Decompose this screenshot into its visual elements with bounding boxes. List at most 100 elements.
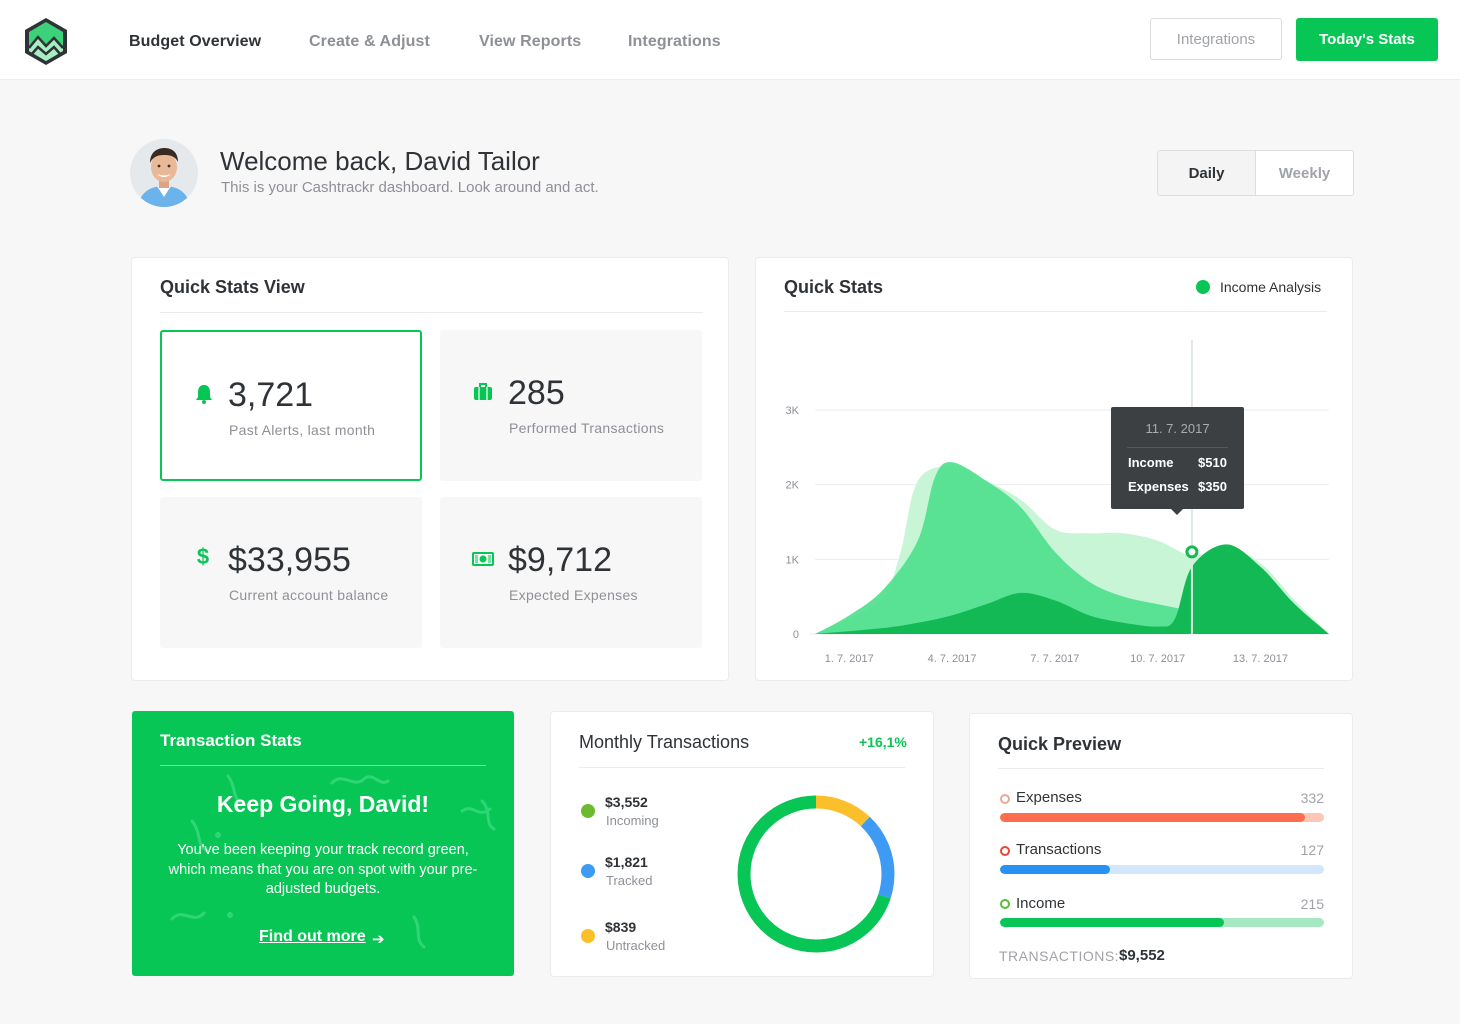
bell-icon <box>196 385 212 404</box>
x-tick-label: 10. 7. 2017 <box>1130 653 1185 665</box>
card-title: Transaction Stats <box>160 731 302 750</box>
area-series-middle[interactable] <box>815 462 1329 634</box>
quick-preview-card: Quick Preview Expenses 332 Transactions … <box>969 713 1353 979</box>
tooltip-income-label: Income <box>1128 455 1174 470</box>
row-value: 127 <box>1300 842 1324 858</box>
stat-tile-alerts[interactable]: 3,721 Past Alerts, last month <box>160 330 422 481</box>
label: Incoming <box>606 813 659 828</box>
app-logo-icon[interactable] <box>22 16 70 66</box>
circle-icon <box>1000 846 1010 856</box>
row-label: Transactions <box>1016 841 1102 858</box>
tooltip-date: 11. 7. 2017 <box>1145 421 1210 436</box>
dollar-icon: $ <box>197 545 209 567</box>
income-area-chart[interactable]: 0 1K 2K 3K 1. 7. 2017 4. 7. 2017 7. 7. 2017 10.… <box>755 320 1353 680</box>
divider <box>784 311 1327 312</box>
label: Tracked <box>606 873 653 888</box>
tooltip-expenses-value: $350 <box>1198 479 1227 494</box>
label: Untracked <box>606 938 666 953</box>
card-title: Quick Preview <box>998 734 1122 754</box>
progress-fill <box>1000 918 1224 927</box>
total-label: TRANSACTIONS: <box>999 948 1120 964</box>
tooltip-pointer <box>1170 508 1184 515</box>
progress-bar <box>1000 918 1324 927</box>
row-value: 332 <box>1300 790 1324 806</box>
legend-dot <box>1196 280 1210 294</box>
progress-fill <box>1000 813 1305 822</box>
card-title: Quick Stats View <box>160 277 305 297</box>
row-value: 215 <box>1300 896 1324 912</box>
todays-stats-button[interactable]: Today's Stats <box>1296 18 1438 61</box>
find-out-more-link[interactable]: Find out more <box>259 928 366 945</box>
tooltip-divider <box>1127 447 1228 448</box>
amount: $1,821 <box>605 854 648 870</box>
y-tick-label: 2K <box>786 480 800 492</box>
x-tick-label: 7. 7. 2017 <box>1030 653 1079 665</box>
amount: $839 <box>605 919 637 935</box>
transaction-stats-card: Transaction Stats Keep Going, David! You… <box>132 711 514 976</box>
amount: $3,552 <box>605 794 648 810</box>
stat-label: Performed Transactions <box>509 420 665 436</box>
stat-label: Past Alerts, last month <box>229 422 376 438</box>
row-label: Expenses <box>1016 789 1082 806</box>
nav-integrations[interactable]: Integrations <box>628 33 721 50</box>
chart-tooltip: 11. 7. 2017 Income $510 Expenses $350 <box>1111 407 1244 515</box>
arrow-right-icon[interactable]: ➔ <box>372 931 385 948</box>
total-value: $9,552 <box>1119 947 1165 964</box>
stat-label: Current account balance <box>229 587 389 603</box>
monthly-transactions-card: Monthly Transactions +16,1% $3,552 Incom… <box>550 711 934 977</box>
y-tick-label: 1K <box>786 554 800 566</box>
stat-tile-balance[interactable]: $ $33,955 Current account balance <box>160 497 422 648</box>
avatar[interactable] <box>130 139 198 207</box>
banknote-icon <box>472 552 494 566</box>
tooltip-income-value: $510 <box>1198 455 1227 470</box>
nav-budget-overview[interactable]: Budget Overview <box>129 33 262 50</box>
stat-tile-expenses[interactable]: $9,712 Expected Expenses <box>440 497 702 648</box>
divider <box>160 765 486 766</box>
legend-dot <box>581 929 595 943</box>
divider <box>998 768 1324 769</box>
stat-value: 3,721 <box>228 376 314 414</box>
tooltip-expenses-label: Expenses <box>1128 479 1189 494</box>
body-text: You've been keeping your track record gr… <box>168 842 478 897</box>
stat-label: Expected Expenses <box>509 587 638 603</box>
nav-create-adjust[interactable]: Create & Adjust <box>309 33 430 50</box>
headline: Keep Going, David! <box>216 791 430 817</box>
divider <box>160 312 703 313</box>
progress-bar <box>1000 813 1324 822</box>
decorative-squiggles <box>170 774 496 949</box>
donut-segment-incoming[interactable] <box>737 795 895 953</box>
stat-value: 285 <box>508 374 565 412</box>
change-percentage: +16,1% <box>859 734 907 750</box>
circle-icon <box>1000 794 1010 804</box>
y-tick-label: 3K <box>786 405 800 417</box>
legend-dot <box>581 864 595 878</box>
x-tick-label: 4. 7. 2017 <box>928 653 977 665</box>
nav-view-reports[interactable]: View Reports <box>479 33 582 50</box>
toggle-weekly[interactable]: Weekly <box>1278 164 1331 182</box>
card-title: Monthly Transactions <box>579 732 750 752</box>
legend-income-analysis[interactable]: Income Analysis <box>1220 279 1322 295</box>
svg-text:$: $ <box>197 545 209 567</box>
stat-value: $33,955 <box>228 541 351 579</box>
progress-fill <box>1000 865 1111 874</box>
stat-tile-transactions[interactable]: 285 Performed Transactions <box>440 330 702 481</box>
area-series-front[interactable] <box>815 544 1329 634</box>
legend-dot <box>581 804 595 818</box>
x-tick-label: 13. 7. 2017 <box>1233 653 1288 665</box>
donut-segment-tracked[interactable] <box>737 795 895 953</box>
stat-value: $9,712 <box>508 541 612 579</box>
row-label: Income <box>1016 895 1066 912</box>
quick-stats-view-card: Quick Stats View 3,721 Past Alerts, last… <box>131 257 729 681</box>
progress-bar <box>1000 865 1324 874</box>
integrations-button[interactable]: Integrations <box>1150 18 1282 60</box>
briefcase-icon <box>474 383 492 400</box>
circle-icon <box>1000 899 1010 909</box>
highlight-point[interactable] <box>1185 545 1199 559</box>
donut-chart[interactable] <box>735 793 897 955</box>
card-title: Quick Stats <box>784 277 884 297</box>
top-navigation-bar: Budget Overview Create & Adjust View Rep… <box>0 0 1460 80</box>
welcome-title: Welcome back, David Tailor <box>220 146 540 176</box>
toggle-daily[interactable]: Daily <box>1158 151 1256 195</box>
period-toggle: Daily Weekly <box>1157 150 1354 196</box>
welcome-subtitle: This is your Cashtrackr dashboard. Look … <box>221 179 599 196</box>
